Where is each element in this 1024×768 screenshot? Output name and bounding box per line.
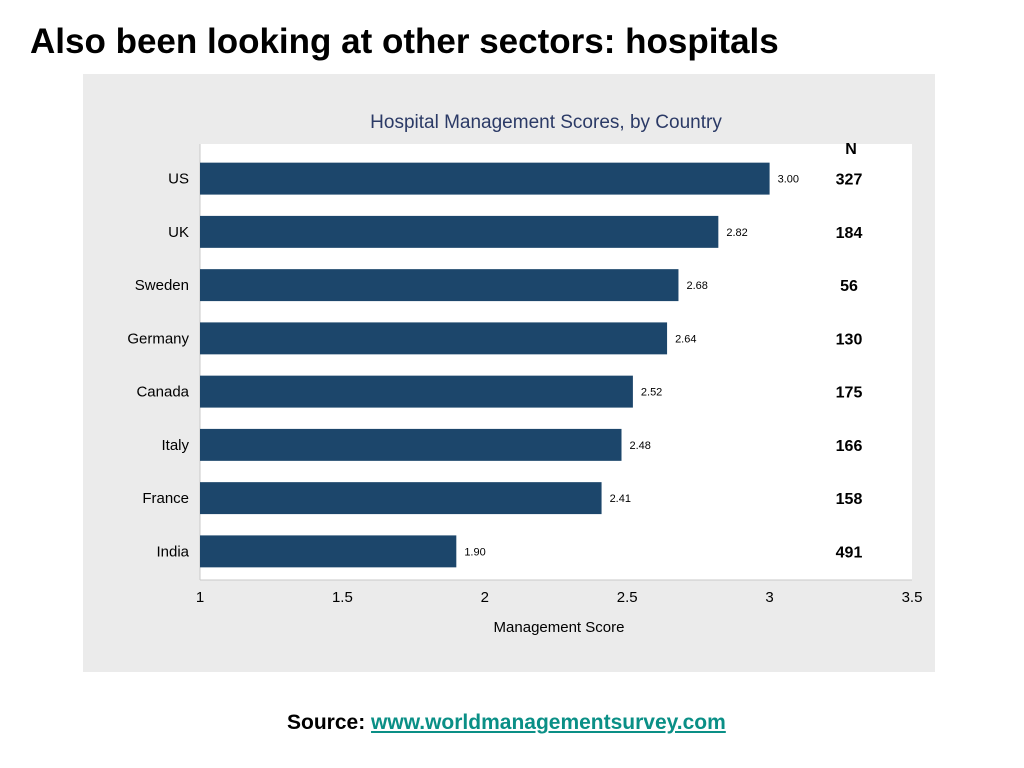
category-label-germany: Germany — [127, 330, 189, 347]
category-label-us: US — [168, 171, 189, 188]
bar-india — [200, 535, 457, 568]
category-label-india: India — [156, 543, 189, 560]
x-tick-label: 2.5 — [617, 589, 638, 606]
x-tick-label: 3 — [765, 589, 773, 606]
n-value-france: 158 — [836, 491, 863, 508]
value-label-canada: 2.52 — [641, 387, 662, 399]
bar-italy — [200, 428, 622, 461]
value-label-us: 3.00 — [778, 174, 799, 186]
x-ticks-layer: 1 1.5 2 2.5 3 3.5 — [196, 589, 923, 606]
bar-uk — [200, 215, 719, 248]
value-label-italy: 2.48 — [630, 440, 651, 452]
bar-france — [200, 482, 602, 515]
category-label-france: France — [142, 490, 189, 507]
n-value-uk: 184 — [836, 225, 863, 242]
category-label-uk: UK — [168, 224, 189, 241]
n-value-india: 491 — [836, 544, 863, 561]
bar-us — [200, 162, 770, 195]
x-tick-label: 3.5 — [902, 589, 923, 606]
bar-canada — [200, 375, 633, 408]
category-label-italy: Italy — [161, 437, 189, 454]
value-label-germany: 2.64 — [675, 333, 696, 345]
n-column-header: N — [845, 141, 857, 158]
chart-title: Hospital Management Scores, by Country — [370, 112, 722, 133]
x-tick-label: 1 — [196, 589, 204, 606]
n-value-germany: 130 — [836, 331, 863, 348]
x-tick-label: 2 — [481, 589, 489, 606]
x-axis-label: Management Score — [494, 619, 625, 636]
n-value-canada: 175 — [836, 385, 863, 402]
bar-sweden — [200, 269, 679, 302]
category-label-sweden: Sweden — [135, 277, 189, 294]
n-value-italy: 166 — [836, 438, 863, 455]
plot-area — [200, 144, 912, 580]
bar-chart: Hospital Management Scores, by Country N… — [127, 112, 923, 636]
bar-germany — [200, 322, 668, 355]
n-value-sweden: 56 — [840, 278, 858, 295]
slide-title: Also been looking at other sectors: hosp… — [30, 22, 779, 61]
n-value-us: 327 — [836, 172, 863, 189]
value-label-sweden: 2.68 — [686, 280, 707, 292]
bars-layer: US 3.00 327 UK 2.82 184 Sweden 2.68 56 Germany 2.6… — [127, 162, 863, 568]
source-link[interactable]: www.worldmanagementsurvey.com — [371, 711, 726, 734]
value-label-france: 2.41 — [610, 493, 631, 505]
chart-panel: Hospital Management Scores, by Country N… — [83, 74, 935, 672]
category-label-canada: Canada — [136, 384, 189, 401]
value-label-uk: 2.82 — [726, 227, 747, 239]
source-label: Source: — [287, 711, 366, 734]
value-label-india: 1.90 — [464, 546, 485, 558]
source-line: Source: www.worldmanagementsurvey.com — [287, 711, 726, 735]
x-tick-label: 1.5 — [332, 589, 353, 606]
